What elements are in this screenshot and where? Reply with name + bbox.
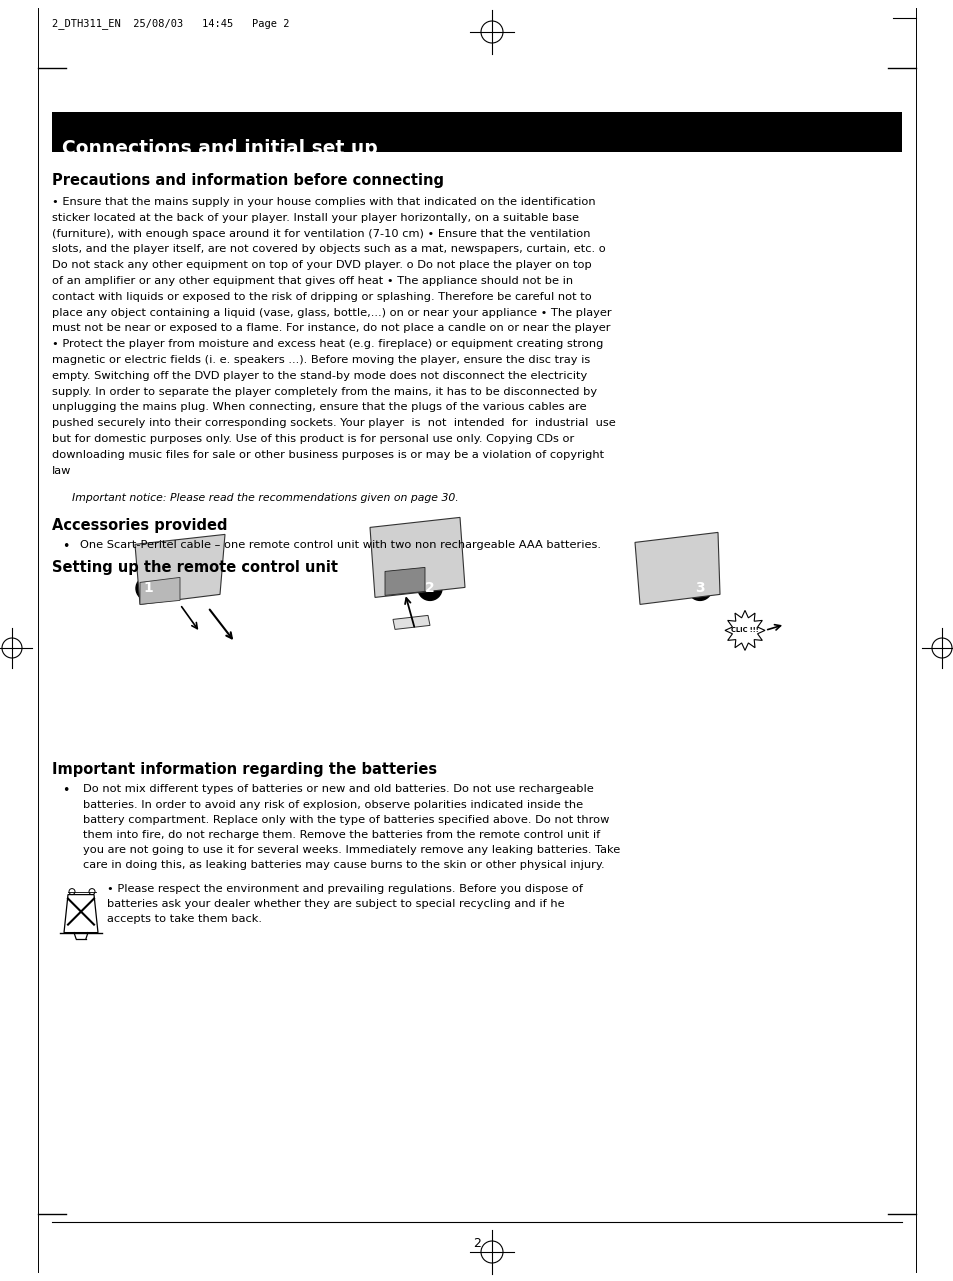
Text: empty. Switching off the DVD player to the stand-by mode does not disconnect the: empty. Switching off the DVD player to t… [52, 370, 587, 380]
Text: law: law [52, 465, 71, 475]
Text: • Ensure that the mains supply in your house complies with that indicated on the: • Ensure that the mains supply in your h… [52, 197, 595, 208]
Polygon shape [635, 533, 720, 605]
Polygon shape [140, 578, 180, 605]
Text: One Scart-Peritel cable – one remote control unit with two non rechargeable AAA : One Scart-Peritel cable – one remote con… [80, 541, 600, 551]
Text: care in doing this, as leaking batteries may cause burns to the skin or other ph: care in doing this, as leaking batteries… [83, 861, 604, 870]
Text: 2_DTH311_EN  25/08/03   14:45   Page 2: 2_DTH311_EN 25/08/03 14:45 Page 2 [52, 18, 289, 29]
Polygon shape [64, 894, 98, 933]
Text: •: • [62, 541, 70, 553]
Text: 3: 3 [695, 582, 704, 596]
Text: Connections and initial set up: Connections and initial set up [62, 140, 377, 159]
Text: place any object containing a liquid (vase, glass, bottle,...) on or near your a: place any object containing a liquid (va… [52, 307, 611, 318]
Text: Accessories provided: Accessories provided [52, 519, 227, 533]
Polygon shape [370, 518, 464, 597]
Text: slots, and the player itself, are not covered by objects such as a mat, newspape: slots, and the player itself, are not co… [52, 245, 605, 255]
Text: Do not stack any other equipment on top of your DVD player. o Do not place the p: Do not stack any other equipment on top … [52, 260, 591, 270]
Text: CLIC !!!: CLIC !!! [730, 628, 758, 633]
Text: 2: 2 [473, 1237, 480, 1250]
Text: (furniture), with enough space around it for ventilation (7-10 cm) • Ensure that: (furniture), with enough space around it… [52, 228, 590, 238]
Text: unplugging the mains plug. When connecting, ensure that the plugs of the various: unplugging the mains plug. When connecti… [52, 402, 586, 412]
Text: contact with liquids or exposed to the risk of dripping or splashing. Therefore : contact with liquids or exposed to the r… [52, 292, 591, 302]
Text: 2: 2 [425, 582, 435, 596]
Text: • Protect the player from moisture and excess heat (e.g. fireplace) or equipment: • Protect the player from moisture and e… [52, 339, 602, 350]
Text: Setting up the remote control unit: Setting up the remote control unit [52, 560, 337, 575]
Text: of an amplifier or any other equipment that gives off heat • The appliance shoul: of an amplifier or any other equipment t… [52, 275, 573, 286]
Text: pushed securely into their corresponding sockets. Your player  is  not  intended: pushed securely into their corresponding… [52, 418, 615, 428]
Circle shape [417, 576, 441, 601]
Polygon shape [385, 567, 424, 596]
Text: them into fire, do not recharge them. Remove the batteries from the remote contr: them into fire, do not recharge them. Re… [83, 830, 599, 840]
Text: Precautions and information before connecting: Precautions and information before conne… [52, 173, 443, 188]
Text: battery compartment. Replace only with the type of batteries specified above. Do: battery compartment. Replace only with t… [83, 815, 609, 825]
Circle shape [687, 576, 711, 601]
Text: batteries ask your dealer whether they are subject to special recycling and if h: batteries ask your dealer whether they a… [107, 899, 564, 908]
Text: accepts to take them back.: accepts to take them back. [107, 915, 262, 924]
Text: Important notice: Please read the recommendations given on page 30.: Important notice: Please read the recomm… [71, 493, 458, 503]
Text: downloading music files for sale or other business purposes is or may be a viola: downloading music files for sale or othe… [52, 450, 603, 460]
Text: Important information regarding the batteries: Important information regarding the batt… [52, 762, 436, 778]
Text: must not be near or exposed to a flame. For instance, do not place a candle on o: must not be near or exposed to a flame. … [52, 323, 610, 333]
Polygon shape [135, 534, 225, 605]
Bar [52, 111, 901, 152]
Text: 1: 1 [143, 582, 152, 596]
Text: you are not going to use it for several weeks. Immediately remove any leaking ba: you are not going to use it for several … [83, 845, 619, 856]
Text: Do not mix different types of batteries or new and old batteries. Do not use rec: Do not mix different types of batteries … [83, 784, 593, 794]
Text: • Please respect the environment and prevailing regulations. Before you dispose : • Please respect the environment and pre… [107, 884, 582, 894]
Polygon shape [724, 611, 764, 651]
Polygon shape [393, 615, 430, 629]
Text: magnetic or electric fields (i. e. speakers ...). Before moving the player, ensu: magnetic or electric fields (i. e. speak… [52, 355, 590, 365]
Text: but for domestic purposes only. Use of this product is for personal use only. Co: but for domestic purposes only. Use of t… [52, 434, 574, 445]
Text: batteries. In order to avoid any risk of explosion, observe polarities indicated: batteries. In order to avoid any risk of… [83, 799, 582, 810]
Circle shape [136, 576, 160, 601]
Text: sticker located at the back of your player. Install your player horizontally, on: sticker located at the back of your play… [52, 213, 578, 223]
Text: •: • [62, 784, 70, 797]
Text: supply. In order to separate the player completely from the mains, it has to be : supply. In order to separate the player … [52, 387, 597, 397]
